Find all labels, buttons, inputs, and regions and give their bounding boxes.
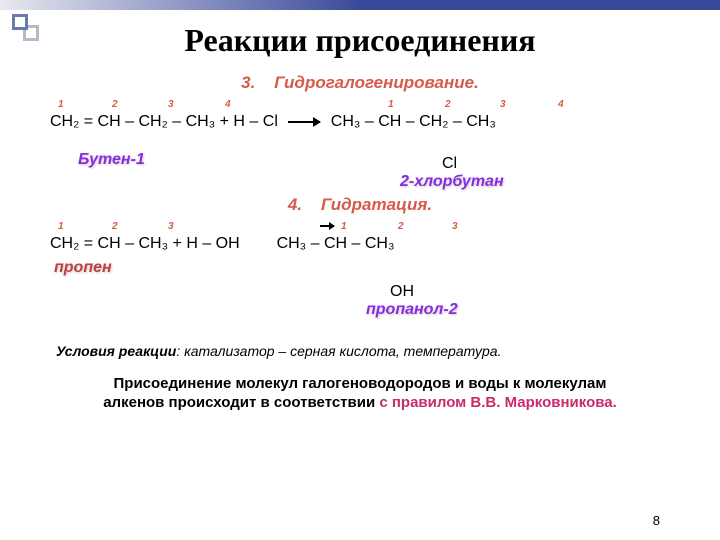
r1-sup-1: 1 (58, 99, 64, 110)
r2-psup-3: 3 (452, 221, 458, 232)
bottom-note: Присоединение молекул галогеноводородов … (50, 375, 670, 413)
r1-rhs: CH₃ – CH – CH₂ – CH₃ (331, 113, 496, 130)
r2-superscripts: 1 2 3 1 2 3 (50, 221, 670, 233)
top-border (0, 0, 720, 10)
r1-psup-4: 4 (558, 99, 564, 110)
section-3-head: 3. Гидрогалогенирование. (50, 73, 670, 93)
bond-line (442, 137, 443, 151)
r1-sup-4: 4 (225, 99, 231, 110)
reaction-1: CH₂ = CH – CH₂ – CH₃ + H – Cl CH₃ – CH –… (50, 113, 670, 131)
r1-psup-3: 3 (500, 99, 506, 110)
section-4-num: 4. (288, 195, 302, 214)
r2-product-name: пропанол-2 (366, 301, 458, 318)
r1-lhs: CH₂ = CH – CH₂ – CH₃ + H – Cl (50, 113, 278, 130)
markovnikov-rule: с правилом В.В. Марковникова. (379, 394, 616, 411)
r2-sup-2: 2 (112, 221, 118, 232)
r2-psup-2: 2 (398, 221, 404, 232)
content: 3. Гидрогалогенирование. 1 2 3 4 1 2 3 4… (0, 59, 720, 413)
r1-sup-2: 2 (112, 99, 118, 110)
r2-oh: OH (390, 283, 414, 300)
r2-names: пропен OH пропанол-2 (50, 259, 670, 319)
cond-label: Условия реакции (56, 343, 176, 359)
section-3-num: 3. (241, 73, 255, 92)
section-4-head: 4. Гидратация. (50, 195, 670, 215)
r1-superscripts: 1 2 3 4 1 2 3 4 (50, 99, 670, 111)
r2-reactant-name: пропен (54, 259, 112, 276)
r2-psup-1: 1 (341, 221, 347, 232)
r2-rhs: CH₃ – CH – CH₃ (277, 235, 395, 252)
r2-sup-3: 3 (168, 221, 174, 232)
arrow-icon (320, 225, 334, 227)
bond-line (390, 259, 391, 273)
page-number: 8 (653, 513, 660, 528)
r1-psup-2: 2 (445, 99, 451, 110)
r2-lhs: CH₂ = CH – CH₃ + H – OH (50, 235, 240, 252)
r1-psup-1: 1 (388, 99, 394, 110)
r1-product-name: 2-хлорбутан (400, 173, 504, 190)
section-4-label: Гидратация. (321, 195, 432, 214)
r1-names: Бутен-1 Cl 2-хлорбутан (50, 137, 670, 191)
r1-sup-3: 3 (168, 99, 174, 110)
arrow-icon (288, 121, 320, 123)
reaction-2: CH₂ = CH – CH₃ + H – OH CH₃ – CH – CH₃ (50, 235, 670, 253)
cond-text: : катализатор – серная кислота, температ… (176, 343, 501, 359)
r2-sup-1: 1 (58, 221, 64, 232)
section-3-label: Гидрогалогенирование. (274, 73, 479, 92)
r1-reactant-name: Бутен-1 (78, 151, 145, 168)
r1-cl: Cl (442, 155, 457, 172)
conditions: Условия реакции: катализатор – серная ки… (50, 343, 670, 359)
